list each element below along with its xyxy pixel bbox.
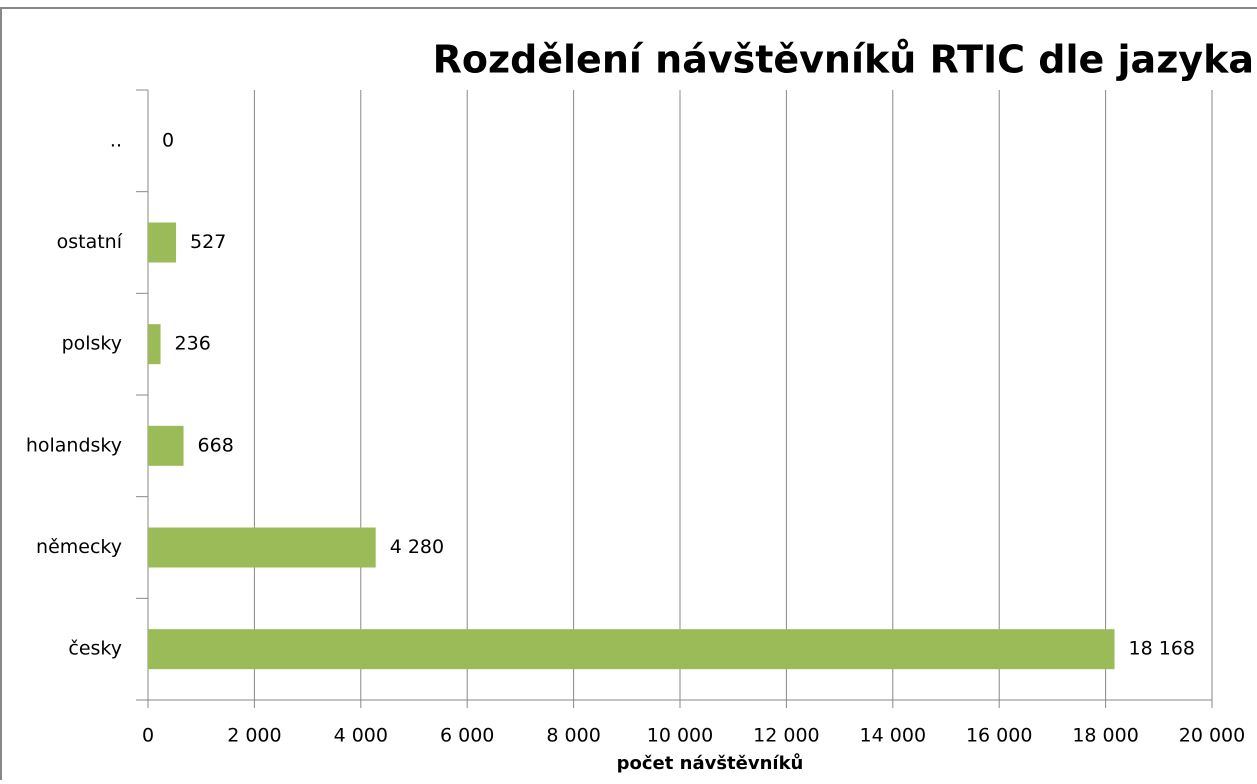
x-tick-label: 12 000	[753, 725, 819, 747]
bar	[148, 425, 184, 466]
x-tick-label: 16 000	[966, 725, 1032, 747]
data-label: 18 168	[1129, 638, 1195, 660]
y-tick-label: ostatní	[57, 231, 123, 253]
bar	[148, 222, 177, 263]
x-tick-label: 4 000	[334, 725, 388, 747]
x-tick-label: 14 000	[860, 725, 926, 747]
bar	[148, 324, 161, 365]
data-label: 668	[198, 434, 234, 456]
x-tick-label: 20 000	[1179, 725, 1245, 747]
data-label: 4 280	[390, 536, 444, 558]
data-label: 527	[190, 231, 226, 253]
data-label: 0	[162, 129, 174, 151]
data-label: 236	[175, 333, 211, 355]
y-tick-label: německy	[36, 536, 122, 558]
y-tick-label: ..	[110, 129, 122, 151]
y-tick-label: polsky	[62, 333, 122, 355]
x-axis-title: počet návštěvníků	[617, 752, 804, 774]
x-tick-label: 10 000	[647, 725, 713, 747]
bar	[148, 629, 1115, 670]
x-tick-label: 8 000	[546, 725, 600, 747]
y-tick-label: česky	[68, 638, 122, 660]
x-tick-label: 6 000	[440, 725, 494, 747]
y-tick-label: holandsky	[26, 434, 122, 456]
x-tick-label: 2 000	[227, 725, 281, 747]
x-tick-label: 0	[142, 725, 154, 747]
bar	[148, 527, 376, 568]
chart-title: Rozdělení návštěvníků RTIC dle jazyka	[433, 38, 1254, 82]
x-tick-label: 18 000	[1072, 725, 1138, 747]
